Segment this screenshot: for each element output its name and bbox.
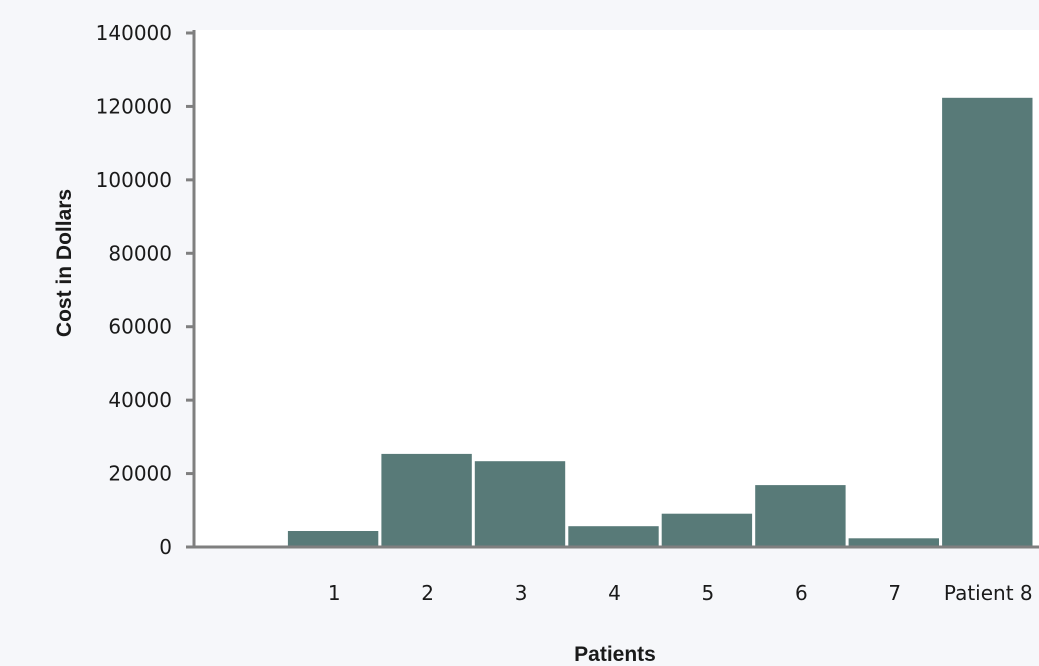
y-tick-label: 140000 <box>96 21 172 45</box>
y-tick-label: 20000 <box>108 462 172 486</box>
y-tick-label: 100000 <box>96 168 172 192</box>
y-tick-label: 40000 <box>108 388 172 412</box>
bar <box>380 452 473 548</box>
bar <box>286 530 380 548</box>
x-tick-label: 5 <box>702 581 715 605</box>
bar <box>941 96 1034 548</box>
x-tick-label: 7 <box>888 581 901 605</box>
y-axis: 0 20000 40000 60000 80000 100000 120000 140000 <box>96 21 196 559</box>
y-tick-label: 80000 <box>108 241 172 265</box>
x-tick-label: 4 <box>608 581 621 605</box>
x-tick-label: 1 <box>328 581 341 605</box>
x-tick-label: 3 <box>515 581 528 605</box>
y-tick-label: 120000 <box>96 94 172 118</box>
y-tick-label: 60000 <box>108 315 172 339</box>
x-tick-label: 2 <box>421 581 434 605</box>
plot-area <box>194 30 1039 546</box>
x-axis-title: Patients <box>574 643 656 666</box>
x-tick-label: 6 <box>795 581 808 605</box>
x-tick-label: Patient 8 <box>944 581 1033 605</box>
bar <box>567 525 660 548</box>
y-tick-label: 0 <box>159 535 172 559</box>
y-axis-title: Cost in Dollars <box>53 189 76 337</box>
bar <box>754 484 847 548</box>
x-axis: 1 2 3 4 5 6 7 Patient 8 <box>186 545 1039 605</box>
bars-group <box>286 96 1034 548</box>
bar <box>473 460 567 548</box>
bar <box>660 512 754 548</box>
